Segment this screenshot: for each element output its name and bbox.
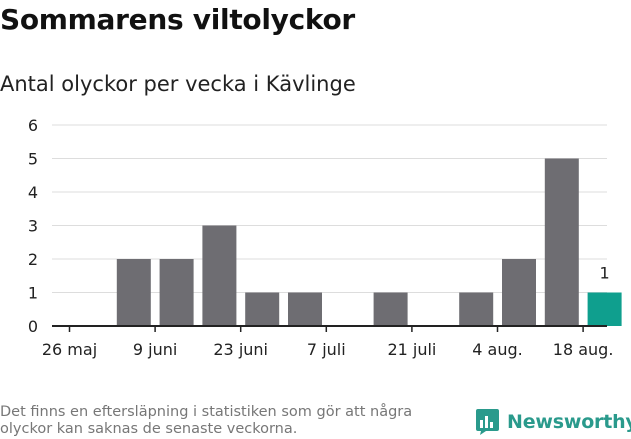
data-label: 1 [600, 264, 610, 283]
y-tick-label: 2 [28, 250, 38, 269]
y-tick-label: 5 [28, 150, 38, 169]
bar [587, 292, 622, 326]
bar [544, 158, 579, 326]
newsworthy-logo: Newsworthy [475, 408, 631, 436]
chart-title: Sommarens viltolyckor [0, 3, 355, 36]
x-tick-label: 23 juni [213, 340, 268, 359]
bar [288, 292, 322, 326]
x-tick-label: 9 juni [133, 340, 177, 359]
brand-name: Newsworthy [507, 411, 631, 433]
x-tick-label: 21 juli [387, 340, 436, 359]
bar-chart-logo-icon [476, 409, 499, 435]
y-tick-label: 0 [28, 317, 38, 336]
bar [459, 292, 494, 326]
bar [202, 225, 237, 326]
y-tick-label: 6 [28, 116, 38, 135]
bar-chart: 0 1 2 3 4 5 6 1 26 maj 9 juni 23 juni 7 juli 21 juli… [28, 116, 622, 359]
chart-subtitle: Antal olyckor per vecka i Kävlinge [0, 72, 356, 96]
x-tick-label: 18 aug. [553, 340, 614, 359]
y-tick-label: 4 [28, 183, 38, 202]
bar [159, 259, 194, 326]
y-tick-label: 3 [28, 217, 38, 236]
bar [373, 292, 408, 326]
x-tick-label: 4 aug. [472, 340, 522, 359]
x-tick-label: 7 juli [307, 340, 346, 359]
bar [502, 259, 536, 326]
bar [245, 292, 280, 326]
bar [116, 259, 151, 326]
y-tick-label: 1 [28, 284, 38, 303]
footnote: Det finns en eftersläpning i statistiken… [0, 404, 413, 437]
x-tick-label: 26 maj [42, 340, 97, 359]
